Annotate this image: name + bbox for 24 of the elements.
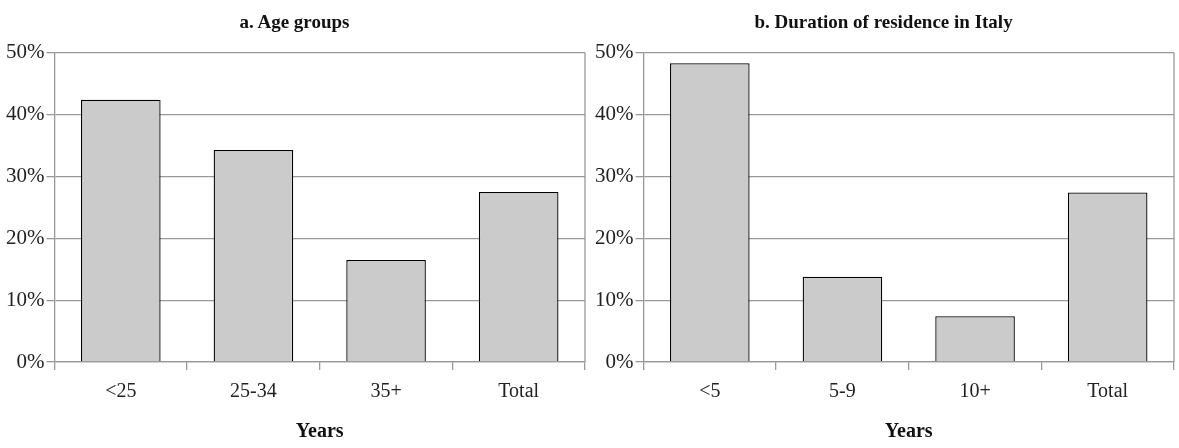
x-tick-label: 35+ — [370, 379, 402, 402]
x-tick-label: <5 — [699, 379, 721, 402]
x-axis-title: Years — [295, 419, 344, 442]
chart-title: b. Duration of residence in Italy — [754, 11, 1014, 33]
chart-title: a. Age groups — [239, 11, 350, 33]
y-tick-label: 30% — [594, 163, 634, 187]
y-tick-label: 0% — [605, 348, 634, 373]
x-tick-label: 10+ — [959, 379, 991, 402]
y-tick-label: 10% — [5, 286, 45, 311]
y-tick-label: 10% — [594, 286, 634, 311]
y-tick-label: 20% — [5, 224, 45, 249]
x-tick-label: Total — [498, 379, 540, 402]
x-tick-label: 25-34 — [230, 379, 277, 402]
y-tick-label: 30% — [5, 163, 45, 187]
x-tick-label: Total — [1087, 379, 1129, 402]
y-tick-label: 50% — [5, 39, 45, 64]
y-tick-label: 40% — [594, 101, 634, 126]
x-axis-title: Years — [884, 419, 933, 442]
x-tick-label: <25 — [105, 379, 137, 402]
y-tick-label: 50% — [594, 39, 634, 64]
x-tick-label: 5-9 — [829, 379, 856, 402]
y-tick-label: 0% — [16, 348, 45, 373]
y-tick-label: 20% — [594, 224, 634, 249]
y-tick-label: 40% — [5, 101, 45, 126]
